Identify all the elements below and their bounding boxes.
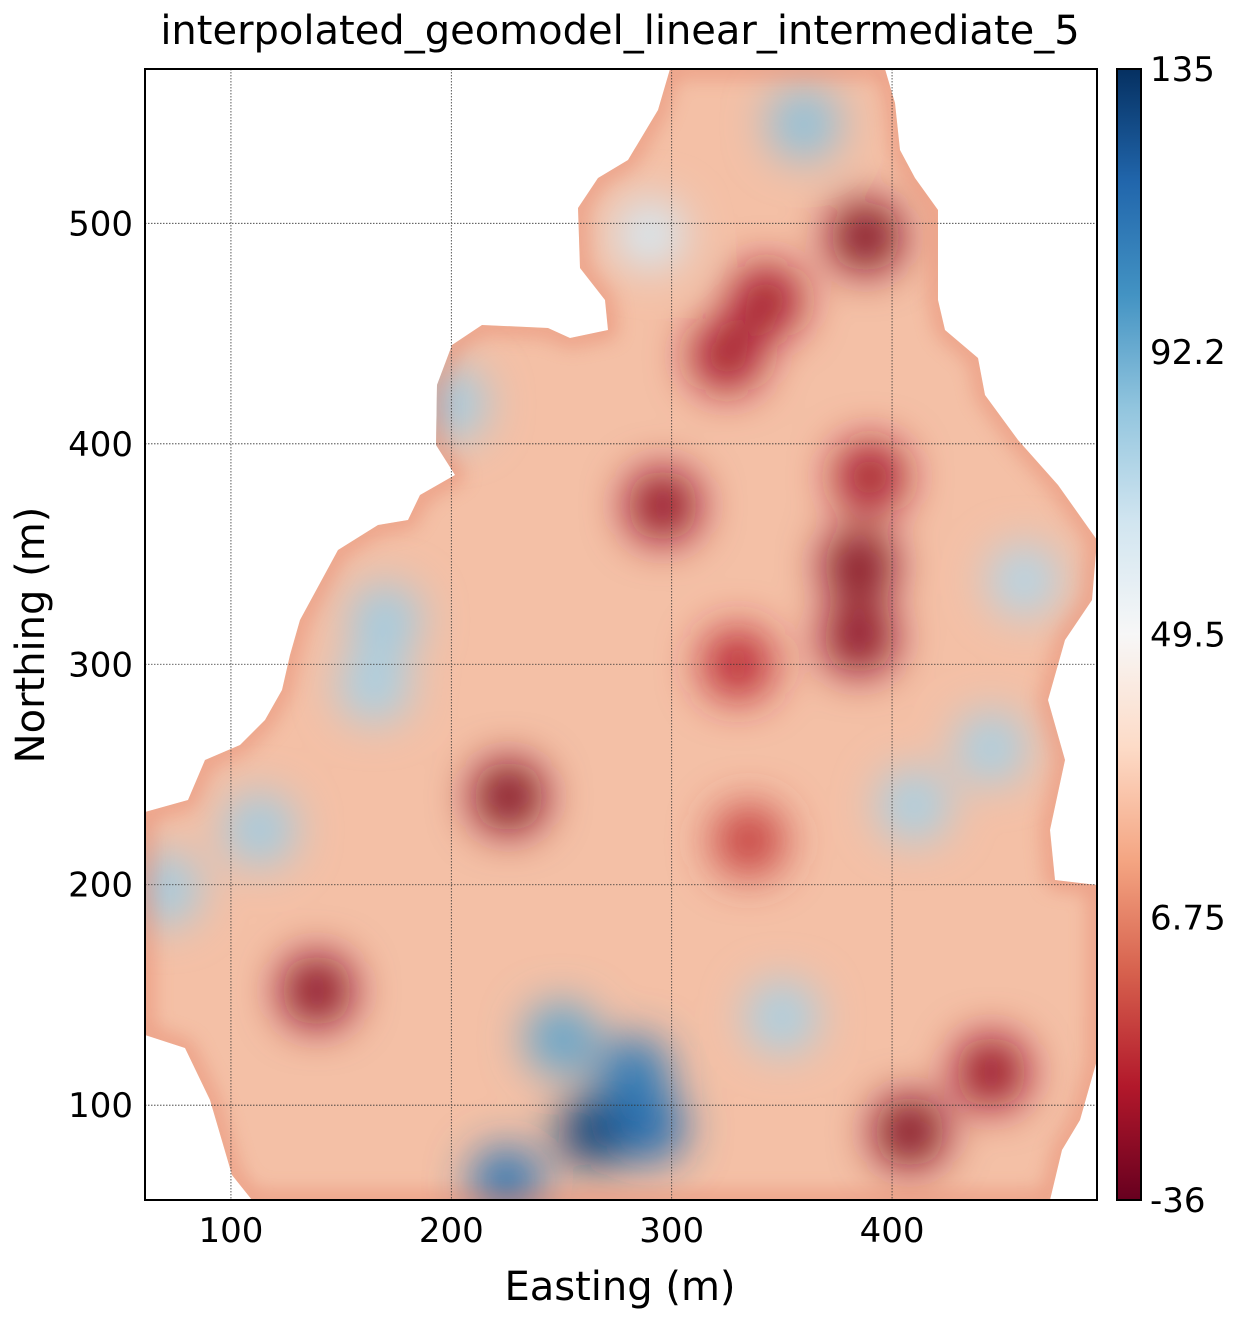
hotspot-5 [626, 469, 699, 542]
colorbar-tick-label: 92.2 [1150, 333, 1226, 373]
hotspot-23 [223, 793, 296, 866]
heatmap-edge [145, 69, 1097, 1200]
colorbar [1116, 68, 1142, 1201]
hotspot-4 [690, 319, 763, 392]
x-tick-label: 200 [419, 1211, 484, 1251]
chart-title: interpolated_geomodel_linear_intermediat… [160, 8, 1079, 54]
grid-lines [145, 69, 1097, 1200]
colorbar-tick-label: 135 [1150, 50, 1215, 90]
plot-frame [144, 68, 1098, 1201]
y-tick-label: 200 [68, 866, 133, 906]
hotspot-26 [955, 712, 1028, 785]
colorbar-tick-label: 49.5 [1150, 616, 1226, 656]
hotspot-22 [338, 650, 411, 723]
y-tick-label: 500 [68, 204, 133, 244]
x-tick-labels: 100 200 300 400 [198, 1211, 924, 1251]
hotspot-0 [472, 760, 545, 833]
y-axis-label: Northing (m) [8, 507, 54, 764]
hotspot-2 [829, 200, 902, 273]
hotspot-16 [470, 1146, 543, 1200]
hotspot-10 [712, 804, 785, 877]
hotspot-11 [873, 1095, 946, 1168]
hotspot-14 [613, 1091, 686, 1164]
x-axis-label: Easting (m) [504, 1264, 735, 1310]
hotspot-27 [988, 544, 1061, 617]
hotspot-12 [955, 1036, 1028, 1109]
hotspot-9 [701, 628, 774, 701]
hotspot-6 [823, 529, 895, 602]
y-tick-label: 400 [68, 425, 133, 465]
colorbar-tick-label: 6.75 [1150, 898, 1226, 938]
hotspot-20 [613, 198, 686, 271]
colorbar-tick-labels: -36 6.75 49.5 92.2 135 [1150, 50, 1226, 1221]
hotspot-28 [745, 981, 818, 1054]
y-tick-labels: 100 200 300 400 500 [68, 204, 133, 1126]
hotspot-layer [145, 88, 1061, 1200]
hotspot-25 [878, 769, 951, 842]
hotspot-7 [823, 601, 895, 674]
y-tick-label: 100 [68, 1086, 133, 1126]
hotspot-1 [280, 954, 353, 1027]
hotspot-8 [834, 440, 907, 513]
hotspot-13 [558, 1095, 631, 1168]
x-tick-label: 100 [198, 1211, 263, 1251]
colorbar-tick-label: -36 [1150, 1181, 1206, 1221]
hotspot-21 [349, 584, 422, 657]
hotspot-15 [598, 1036, 671, 1109]
heatmap-field [145, 69, 1097, 1200]
hotspot-24 [145, 853, 201, 926]
hotspot-19 [767, 88, 840, 161]
y-tick-label: 300 [68, 645, 133, 685]
hotspot-3 [730, 264, 803, 337]
x-tick-label: 400 [860, 1211, 925, 1251]
x-tick-label: 300 [639, 1211, 704, 1251]
hotspot-17 [525, 1003, 598, 1076]
